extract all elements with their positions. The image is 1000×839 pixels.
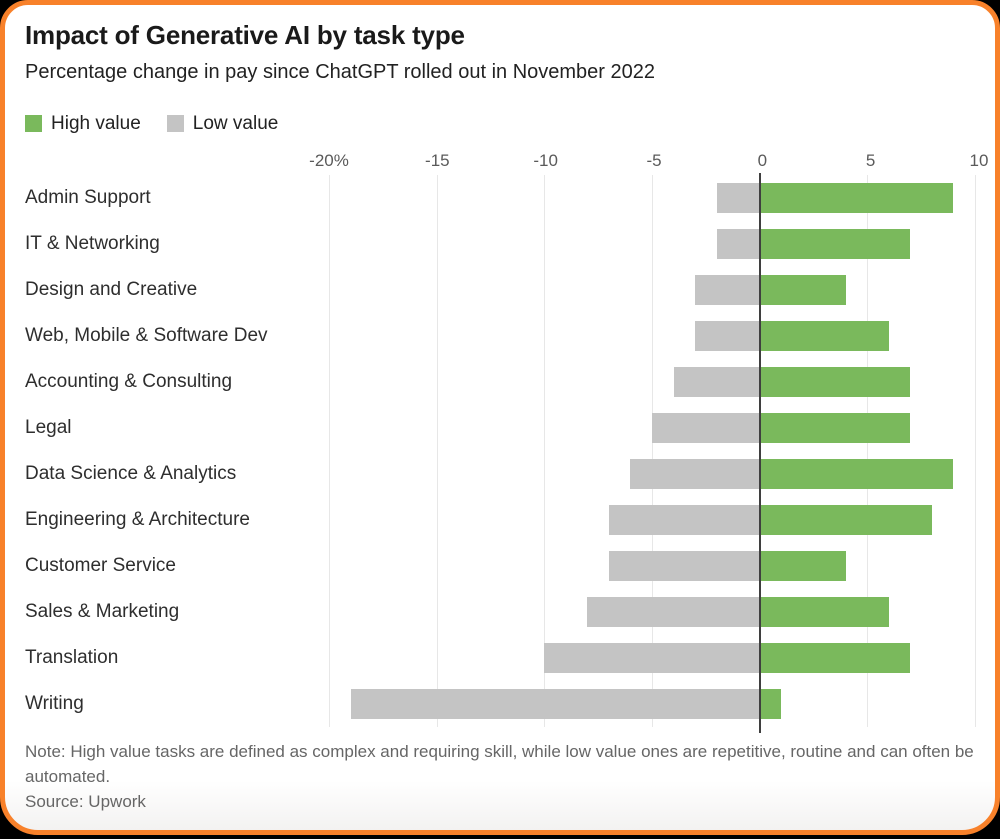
category-label: Sales & Marketing — [25, 600, 180, 622]
low-value-bar — [544, 642, 760, 673]
category-label: Writing — [25, 692, 84, 714]
x-axis-tick-label: 5 — [865, 150, 876, 170]
high-value-bar — [759, 366, 911, 397]
gridline — [329, 174, 330, 727]
x-axis: -20% -15 -10 -5 0 5 10 — [309, 150, 988, 173]
note-text: Note: High value tasks are defined as co… — [25, 741, 974, 787]
low-value-bar — [350, 688, 760, 719]
low-value-bar — [695, 320, 760, 351]
x-axis-tick-label: -5 — [646, 150, 662, 170]
category-label: Customer Service — [25, 554, 176, 576]
category-label: Legal — [25, 416, 72, 438]
category-label: Design and Creative — [25, 278, 198, 300]
x-axis-tick-label: 10 — [969, 150, 989, 170]
chart-footer: Note: High value tasks are defined as co… — [25, 739, 975, 812]
legend-label: High value — [51, 112, 141, 134]
category-label: Admin Support — [25, 186, 151, 208]
zero-baseline — [758, 172, 761, 733]
high-value-bar — [759, 550, 846, 581]
x-axis-tick-label: 0 — [757, 150, 768, 170]
category-label: Data Science & Analytics — [25, 462, 237, 484]
low-value-bar — [716, 182, 760, 213]
low-value-swatch-icon — [166, 115, 184, 133]
gridline — [975, 174, 976, 727]
legend: High value Low value — [25, 113, 975, 135]
high-value-bar — [759, 504, 932, 535]
low-value-bar — [716, 228, 760, 259]
plot-area — [329, 172, 976, 733]
legend-item-low-value: Low value — [166, 112, 279, 135]
high-value-bar — [759, 228, 911, 259]
high-value-bar — [759, 412, 911, 443]
gridline — [652, 174, 653, 727]
category-label: Translation — [25, 646, 119, 668]
x-axis-tick-label: -15 — [425, 150, 450, 170]
high-value-bar — [759, 688, 782, 719]
category-label: Web, Mobile & Software Dev — [25, 324, 268, 346]
legend-label: Low value — [192, 112, 279, 134]
high-value-swatch-icon — [25, 115, 42, 133]
low-value-bar — [652, 412, 760, 443]
gridline — [436, 174, 438, 727]
x-axis-tick-label: -20% — [309, 150, 349, 170]
high-value-bar — [759, 642, 911, 673]
high-value-bar — [759, 596, 889, 627]
chart-title: Impact of Generative AI by task type — [25, 20, 465, 50]
gridline — [867, 174, 869, 727]
low-value-bar — [587, 596, 760, 627]
x-axis-tick-label: -10 — [533, 150, 558, 170]
gridline — [544, 174, 546, 727]
low-value-bar — [630, 458, 760, 489]
high-value-bar — [759, 458, 954, 489]
source-text: Source: Upwork — [25, 791, 146, 811]
legend-item-high-value: High value — [25, 113, 141, 135]
high-value-bar — [759, 274, 846, 305]
high-value-bar — [759, 320, 889, 351]
high-value-bar — [759, 182, 954, 213]
chart-area: Admin Support IT & Networking Design and C… — [25, 172, 976, 733]
chart-subtitle: Percentage change in pay since ChatGPT r… — [25, 60, 656, 83]
low-value-bar — [673, 366, 760, 397]
category-label: Accounting & Consulting — [25, 370, 233, 392]
low-value-bar — [608, 504, 760, 535]
category-labels: Admin Support IT & Networking Design and C… — [25, 175, 329, 727]
low-value-bar — [695, 274, 760, 305]
category-label: Engineering & Architecture — [25, 508, 250, 530]
category-label: IT & Networking — [25, 232, 160, 254]
low-value-bar — [608, 550, 760, 581]
